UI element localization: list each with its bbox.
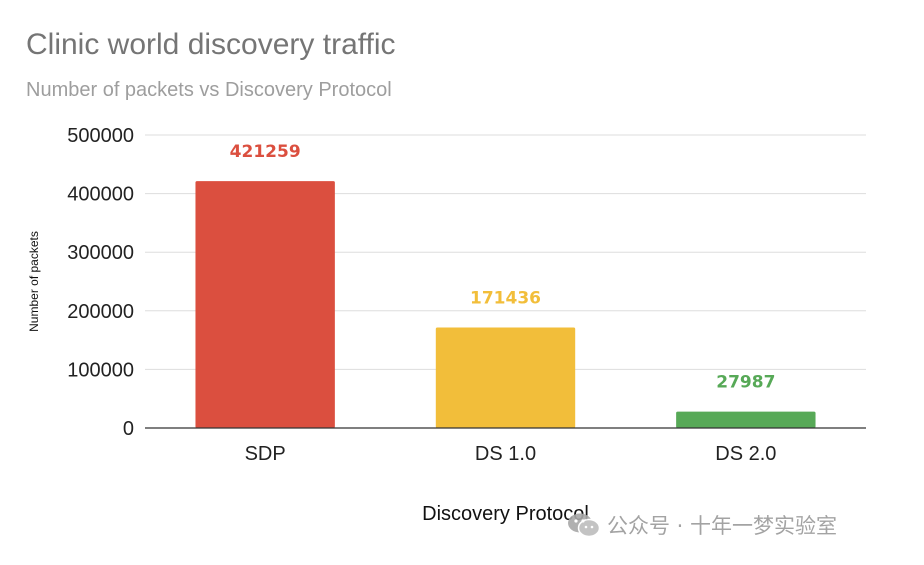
y-tick-label: 100000 (67, 359, 134, 381)
y-tick-label: 400000 (67, 184, 134, 206)
watermark: 公众号 · 十年一梦实验室 (567, 510, 837, 540)
y-tick-label: 200000 (67, 301, 134, 323)
chart-title: Clinic world discovery traffic (26, 28, 396, 61)
bar-sdp (195, 181, 335, 428)
data-label: 171436 (470, 289, 541, 309)
x-axis-label: Discovery Protocol (422, 503, 589, 525)
x-axis-ticks: SDP DS 1.0 DS 2.0 (245, 443, 777, 465)
x-tick-label: SDP (245, 443, 286, 465)
chart-subtitle: Number of packets vs Discovery Protocol (26, 79, 392, 101)
wechat-icon (568, 513, 601, 538)
x-tick-label: DS 1.0 (475, 443, 536, 465)
data-label: 27987 (716, 373, 775, 393)
data-labels: 421259 171436 27987 (230, 142, 776, 392)
bar-ds-1-0 (435, 327, 576, 428)
y-tick-label: 0 (123, 418, 134, 440)
y-tick-label: 500000 (67, 125, 134, 147)
y-axis-label: Number of packets (27, 231, 41, 332)
y-axis-ticks: 0 100000 200000 300000 400000 500000 (67, 125, 134, 440)
bars (195, 181, 816, 428)
y-tick-label: 300000 (67, 242, 134, 264)
watermark-text: 公众号 · 十年一梦实验室 (607, 514, 838, 538)
data-label: 421259 (230, 142, 301, 162)
bar-ds-2-0 (676, 411, 816, 428)
x-tick-label: DS 2.0 (715, 443, 776, 465)
